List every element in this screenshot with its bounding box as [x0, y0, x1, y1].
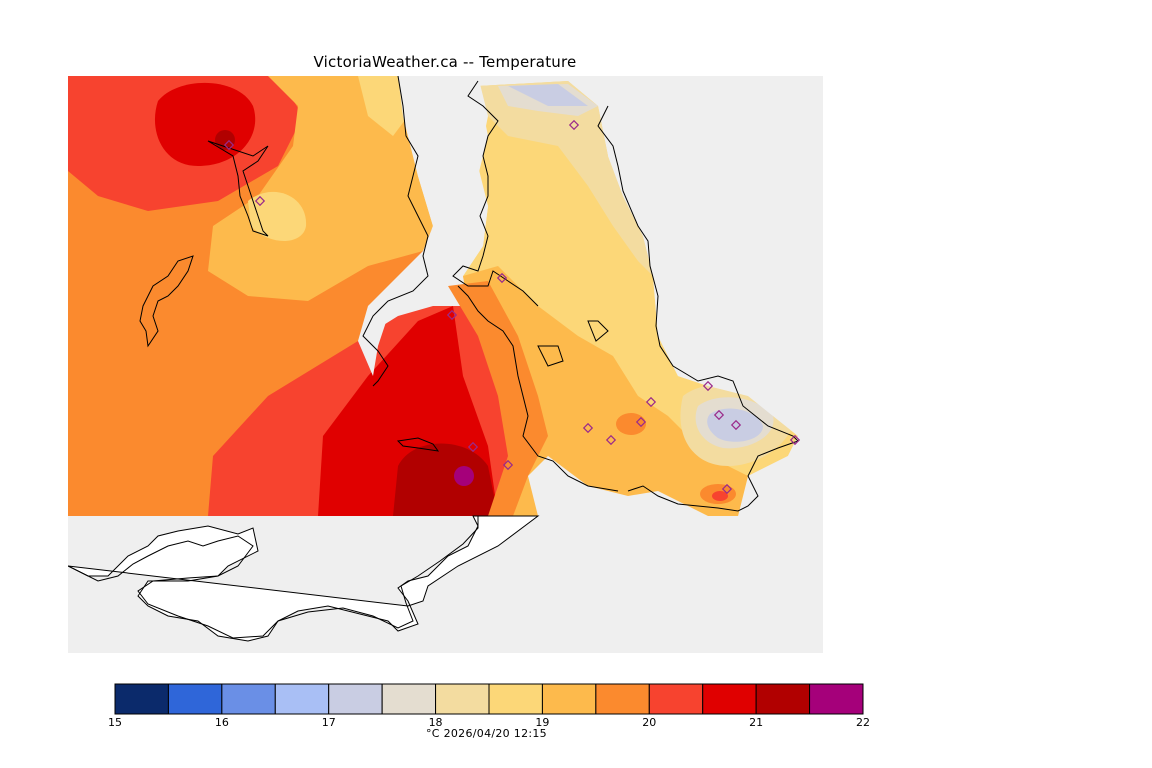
- coastlines: [139, 76, 799, 512]
- station-marker: [713, 409, 725, 421]
- color-scale-swatch: [755, 683, 811, 715]
- water-channel: [358, 76, 488, 376]
- station-marker: [635, 416, 647, 428]
- zone-19-top: [358, 76, 408, 136]
- station-marker: [582, 422, 594, 434]
- color-scale-tick-label: 21: [749, 716, 764, 729]
- color-scale-tick-label: 19: [535, 716, 550, 729]
- color-scale-tick-label: 17: [321, 716, 336, 729]
- zone-16-top: [508, 84, 588, 106]
- temperature-map: [68, 76, 823, 653]
- color-scale-swatch: [328, 683, 383, 715]
- chart-title: VictoriaWeather.ca -- Temperature: [313, 53, 577, 71]
- color-scale-swatch: [595, 683, 650, 715]
- station-marker: [496, 272, 508, 284]
- color-scale-tick-label: 22: [856, 716, 870, 729]
- color-scale-tick-label: 16: [214, 716, 229, 729]
- water-east: [608, 76, 823, 516]
- water-south-strait: [528, 456, 708, 516]
- station-marker: [789, 434, 801, 446]
- warm-spot-east: [616, 413, 646, 435]
- color-scale-swatch: [381, 683, 437, 715]
- station-marker: [645, 396, 657, 408]
- zone-18-east-upper: [478, 81, 653, 276]
- color-scale-swatch: [435, 683, 490, 715]
- zone-22-south: [393, 443, 498, 516]
- station-marker: [223, 139, 235, 151]
- station-marker: [721, 483, 733, 495]
- zone-19-20-north: [208, 76, 433, 301]
- color-scale-swatch: [809, 683, 864, 715]
- color-scale-tick-label: 20: [642, 716, 657, 729]
- unit-and-timestamp: °C 2026/04/20 12:15: [426, 727, 547, 740]
- hot-spot-south: [454, 466, 474, 486]
- color-scale-swatch: [488, 683, 543, 715]
- station-marker: [254, 195, 266, 207]
- station-marker: [568, 119, 580, 131]
- coastline-lower: [68, 516, 479, 639]
- color-scale-tick-label: 18: [428, 716, 443, 729]
- color-scale-swatch: [702, 683, 757, 715]
- color-scale-bar: [114, 683, 864, 715]
- temperature-fill: [68, 76, 823, 516]
- station-marker: [730, 419, 742, 431]
- warm-spot-southeast-core: [712, 491, 728, 501]
- station-marker: [446, 309, 458, 321]
- zone-20-east-strip: [448, 281, 548, 516]
- station-markers: [223, 119, 801, 495]
- station-marker: [467, 441, 479, 453]
- color-scale-swatch: [274, 683, 330, 715]
- station-marker: [502, 459, 514, 471]
- color-scale-swatch: [648, 683, 704, 715]
- color-scale-swatch: [221, 683, 276, 715]
- color-scale-swatch: [541, 683, 597, 715]
- land-olympic-outline: [68, 515, 540, 642]
- color-scale-swatch: [167, 683, 223, 715]
- station-marker: [702, 380, 714, 392]
- color-scale-swatch: [114, 683, 169, 715]
- color-scale-tick-label: 15: [108, 716, 122, 729]
- station-marker: [605, 434, 617, 446]
